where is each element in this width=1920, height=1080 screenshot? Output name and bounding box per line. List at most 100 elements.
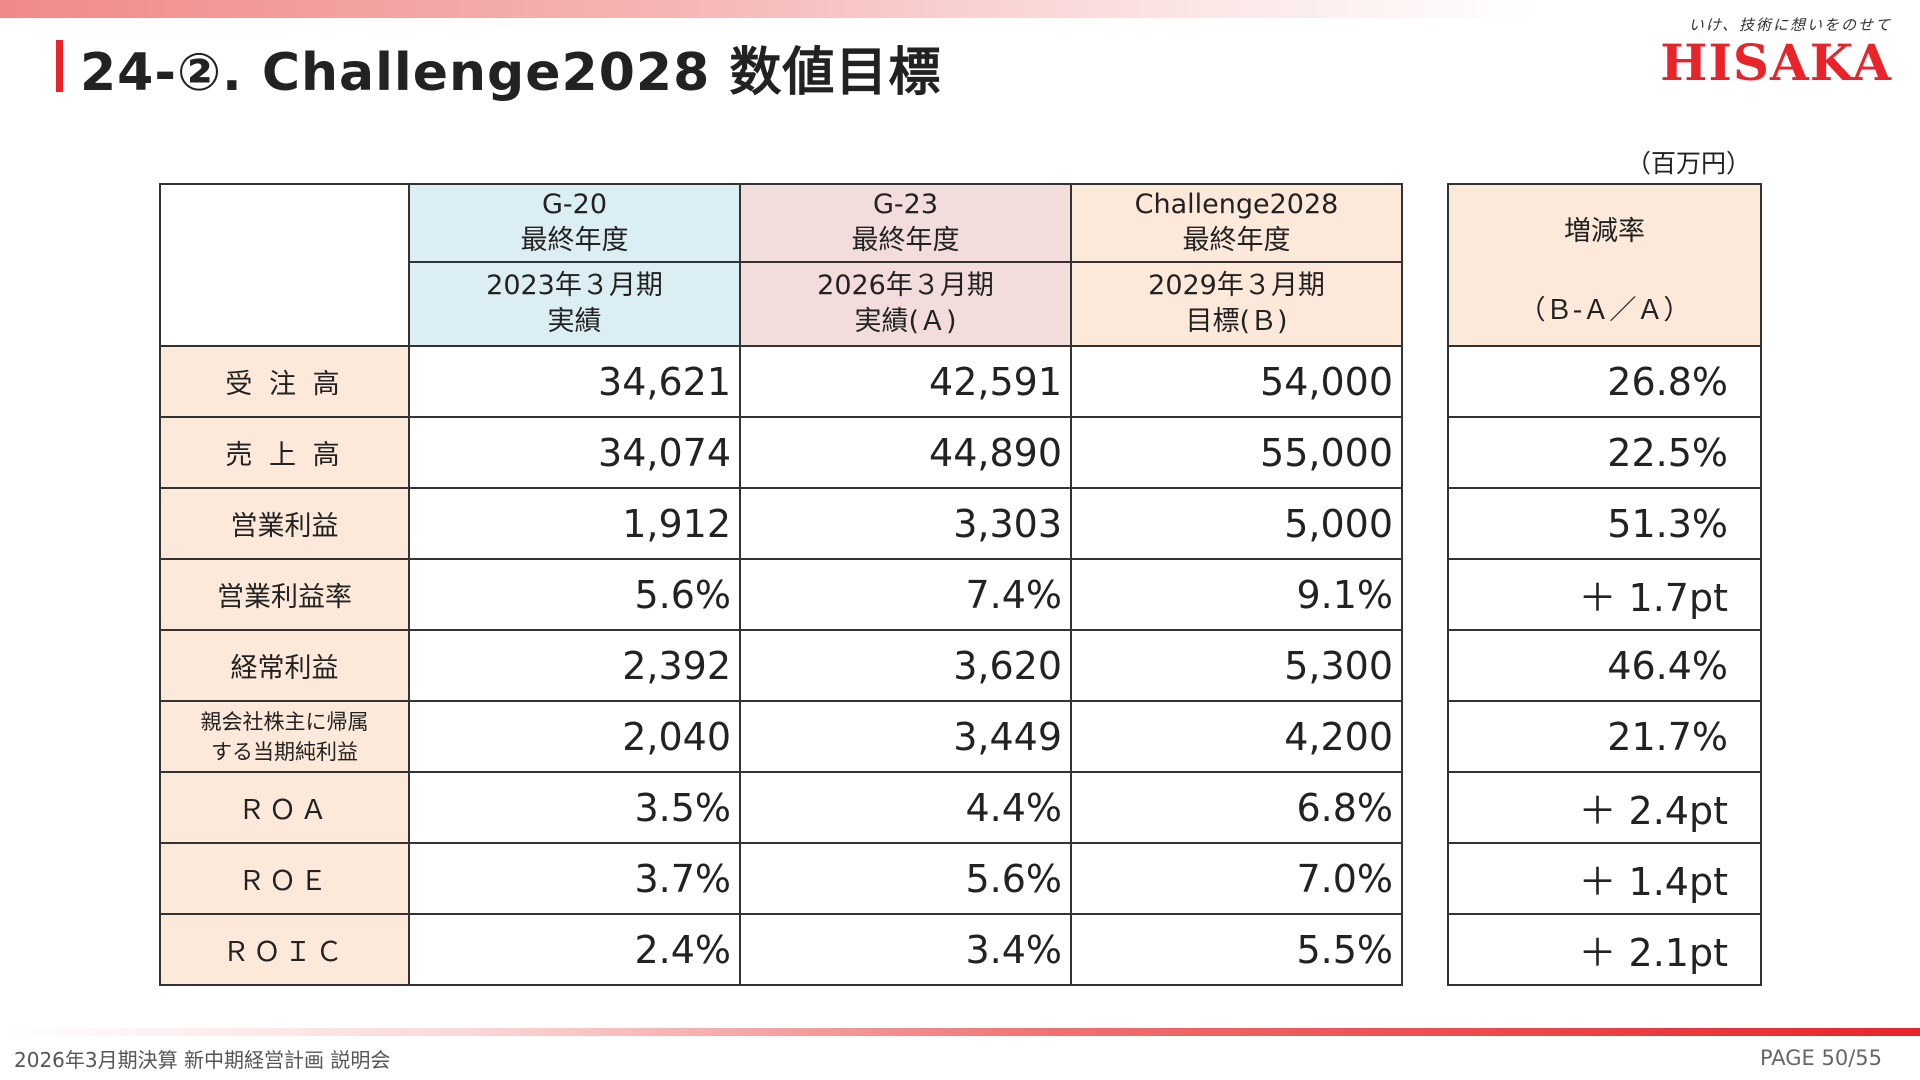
table-row: ＲＯＥ 3.7% 5.6% 7.0% <box>159 842 1403 915</box>
rate-value: ＋ 1.4pt <box>1447 842 1762 915</box>
rate-value: ＋ 2.1pt <box>1447 913 1762 986</box>
cell-value: 1,912 <box>408 487 741 560</box>
header-g23-period: 2026年３月期 <box>817 270 994 301</box>
cell-value: 3.4% <box>739 913 1072 986</box>
header-row-top: G-20 最終年度 G-23 最終年度 Challenge2028 最終年度 <box>159 183 1403 347</box>
rate-value: ＋ 1.7pt <box>1447 558 1762 631</box>
rate-value: 21.7% <box>1447 700 1762 773</box>
table-row: ＋ 1.4pt <box>1447 842 1762 915</box>
header-challenge-final: 最終年度 <box>1182 225 1291 256</box>
cell-value: 34,074 <box>408 416 741 489</box>
header-g23-bottom: 2026年３月期 実績(Ａ) <box>739 261 1072 347</box>
rate-value: ＋ 2.4pt <box>1447 771 1762 844</box>
cell-value: 5,300 <box>1070 629 1403 702</box>
page-number: PAGE 50/55 <box>1759 1046 1882 1070</box>
rate-value: 46.4% <box>1447 629 1762 702</box>
row-label-net-income-line2: する当期純利益 <box>211 739 358 764</box>
company-logo: いけ、技術に想いをのせて HISAKA <box>1652 14 1892 89</box>
header-g20-final: 最終年度 <box>520 225 629 256</box>
cell-value: 5.6% <box>408 558 741 631</box>
page-title: 24-②. Challenge2028 数値目標 <box>80 43 942 103</box>
table-row: 21.7% <box>1447 700 1762 773</box>
table-row: ＋ 1.7pt <box>1447 558 1762 631</box>
table-row: ＲＯＡ 3.5% 4.4% 6.8% <box>159 771 1403 844</box>
rate-header-formula: （Ｂ-Ａ／Ａ） <box>1518 295 1691 326</box>
rate-value: 51.3% <box>1447 487 1762 560</box>
cell-value: 34,621 <box>408 345 741 418</box>
header-blank-cell <box>159 183 410 347</box>
table-row: 経常利益 2,392 3,620 5,300 <box>159 629 1403 702</box>
table-row: ＋ 2.1pt <box>1447 913 1762 986</box>
header-g23-top: G-23 最終年度 <box>739 183 1072 263</box>
row-label-ordinary-profit: 経常利益 <box>159 629 410 702</box>
cell-value: 3,620 <box>739 629 1072 702</box>
header-g23-name: G-23 <box>872 189 939 220</box>
header-g20-top: G-20 最終年度 <box>408 183 741 263</box>
logo-tagline: いけ、技術に想いをのせて <box>1688 16 1892 34</box>
table-row: 26.8% <box>1447 345 1762 418</box>
cell-value: 44,890 <box>739 416 1072 489</box>
cell-value: 5.5% <box>1070 913 1403 986</box>
row-label-roa: ＲＯＡ <box>159 771 410 844</box>
header-g23-type: 実績(Ａ) <box>854 306 957 337</box>
cell-value: 3.5% <box>408 771 741 844</box>
header-challenge-period: 2029年３月期 <box>1148 270 1325 301</box>
row-label-roic: ＲＯＩＣ <box>159 913 410 986</box>
header-g20-type: 実績 <box>547 306 602 337</box>
rate-header-row: 増減率 （Ｂ-Ａ／Ａ） <box>1447 183 1762 347</box>
cell-value: 5,000 <box>1070 487 1403 560</box>
rate-value: 26.8% <box>1447 345 1762 418</box>
row-label-operating-margin: 営業利益率 <box>159 558 410 631</box>
row-label-sales: 売 上 高 <box>159 416 410 489</box>
top-gradient-bar <box>0 0 1920 18</box>
cell-value: 2,392 <box>408 629 741 702</box>
rate-value: 22.5% <box>1447 416 1762 489</box>
cell-value: 4.4% <box>739 771 1072 844</box>
logo-wordmark: HISAKA <box>1660 33 1892 92</box>
row-label-net-income-line1: 親会社株主に帰属 <box>200 709 369 734</box>
cell-value: 4,200 <box>1070 700 1403 773</box>
unit-label: （百万円） <box>1626 149 1752 178</box>
table-row: 親会社株主に帰属 する当期純利益 2,040 3,449 4,200 <box>159 700 1403 773</box>
cell-value: 9.1% <box>1070 558 1403 631</box>
table-row: 営業利益 1,912 3,303 5,000 <box>159 487 1403 560</box>
cell-value: 3.7% <box>408 842 741 915</box>
targets-table: G-20 最終年度 G-23 最終年度 Challenge2028 最終年度 2… <box>159 183 1403 986</box>
row-label-roe: ＲＯＥ <box>159 842 410 915</box>
footer-event-name: 2026年3月期決算 新中期経営計画 説明会 <box>14 1048 391 1072</box>
title-accent-bar <box>56 40 63 92</box>
cell-value: 7.4% <box>739 558 1072 631</box>
change-rate-table: 増減率 （Ｂ-Ａ／Ａ） 26.8% 22.5% 51.3% ＋ 1.7pt 46… <box>1447 183 1762 986</box>
row-label-operating-profit: 営業利益 <box>159 487 410 560</box>
table-row: 受 注 高 34,621 42,591 54,000 <box>159 345 1403 418</box>
header-g20-bottom: 2023年３月期 実績 <box>408 261 741 347</box>
cell-value: 3,449 <box>739 700 1072 773</box>
cell-value: 6.8% <box>1070 771 1403 844</box>
header-g23-final: 最終年度 <box>851 225 960 256</box>
cell-value: 2,040 <box>408 700 741 773</box>
header-g20-name: G-20 <box>541 189 608 220</box>
table-row: ＋ 2.4pt <box>1447 771 1762 844</box>
header-challenge-type: 目標(Ｂ) <box>1185 306 1288 337</box>
header-challenge-name: Challenge2028 <box>1134 189 1339 220</box>
cell-value: 5.6% <box>739 842 1072 915</box>
cell-value: 2.4% <box>408 913 741 986</box>
header-g20-period: 2023年３月期 <box>486 270 663 301</box>
header-row-bottom: 2023年３月期 実績 2026年３月期 実績(Ａ) 2029年３月期 目標(Ｂ… <box>160 261 1403 347</box>
row-label-orders: 受 注 高 <box>159 345 410 418</box>
header-challenge-bottom: 2029年３月期 目標(Ｂ) <box>1070 261 1403 347</box>
cell-value: 7.0% <box>1070 842 1403 915</box>
table-row: 51.3% <box>1447 487 1762 560</box>
cell-value: 55,000 <box>1070 416 1403 489</box>
table-row: 46.4% <box>1447 629 1762 702</box>
table-row: 営業利益率 5.6% 7.4% 9.1% <box>159 558 1403 631</box>
cell-value: 54,000 <box>1070 345 1403 418</box>
rate-header-title: 増減率 <box>1564 216 1645 247</box>
row-label-net-income: 親会社株主に帰属 する当期純利益 <box>159 700 410 773</box>
cell-value: 42,591 <box>739 345 1072 418</box>
table-row: 22.5% <box>1447 416 1762 489</box>
bottom-gradient-bar <box>0 1028 1920 1036</box>
table-row: ＲＯＩＣ 2.4% 3.4% 5.5% <box>159 913 1403 986</box>
header-challenge-top: Challenge2028 最終年度 <box>1070 183 1403 263</box>
